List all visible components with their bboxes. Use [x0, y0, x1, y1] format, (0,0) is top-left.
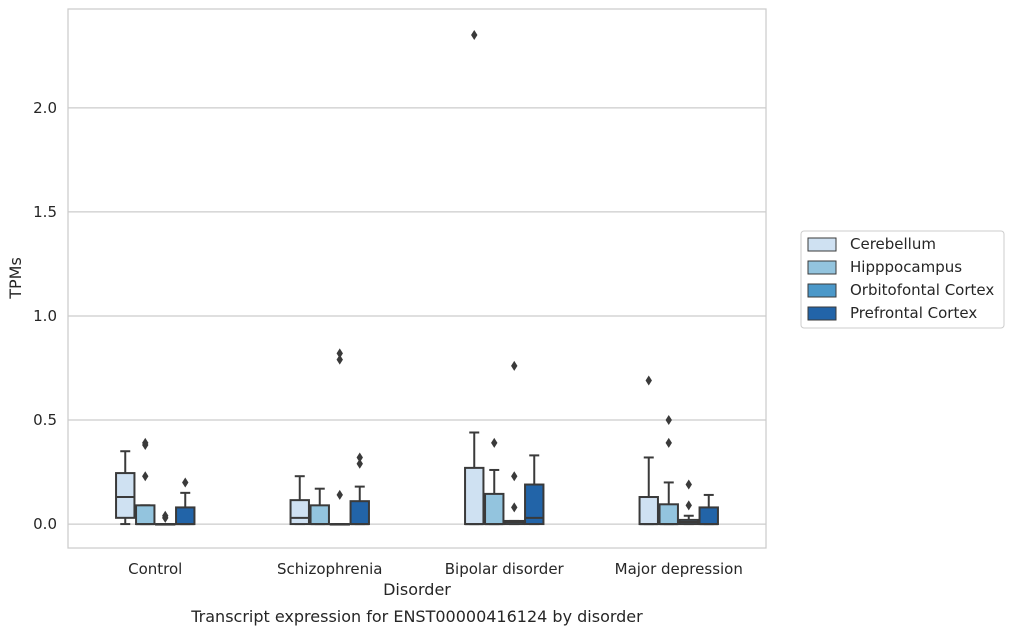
outlier-point	[645, 375, 652, 386]
legend-swatch	[807, 237, 837, 252]
outlier-point	[356, 458, 363, 469]
box	[135, 504, 156, 526]
y-tick-label: 2.0	[33, 99, 57, 117]
outlier-point	[511, 502, 518, 513]
box	[349, 500, 370, 526]
x-tick-label: Bipolar disorder	[445, 560, 565, 578]
legend-swatch	[807, 260, 837, 275]
legend-swatch	[807, 283, 837, 298]
box-group	[309, 487, 330, 526]
outlier-point	[665, 437, 672, 448]
box-group	[175, 477, 196, 526]
outlier-point	[142, 437, 149, 448]
box-group	[484, 437, 505, 526]
box	[464, 466, 485, 526]
box	[698, 506, 719, 526]
outlier-point	[142, 471, 149, 482]
outlier-point	[336, 489, 343, 500]
outlier-point	[685, 500, 692, 511]
box-group	[349, 452, 370, 526]
box	[175, 506, 196, 526]
box-group	[504, 360, 525, 526]
x-tick-label: Schizophrenia	[277, 560, 382, 578]
outlier-point	[511, 360, 518, 371]
gridlines	[68, 107, 766, 525]
outlier-point	[665, 415, 672, 426]
box-group	[289, 475, 310, 526]
legend: Cerebellum Hipppocampus Orbitofontal Corte…	[800, 230, 1005, 329]
boxes	[115, 30, 719, 526]
x-tick-label: Major depression	[615, 560, 743, 578]
y-tick-label: 0.5	[33, 411, 57, 429]
box-group	[678, 479, 699, 526]
box-group	[524, 454, 545, 526]
box-group	[638, 375, 659, 526]
y-axis-ticks: 0.0 0.5 1.0 1.5 2.0	[33, 99, 57, 533]
box	[115, 472, 136, 519]
legend-swatch	[807, 306, 837, 321]
box-group	[329, 348, 350, 526]
x-axis-ticks: Control Schizophrenia Bipolar disorder Majo…	[128, 560, 743, 578]
box-group	[155, 510, 176, 526]
legend-label: Orbitofontal Cortex	[850, 281, 994, 299]
outlier-point	[491, 437, 498, 448]
outlier-point	[685, 479, 692, 490]
legend-label: Cerebellum	[850, 235, 936, 253]
outlier-point	[511, 471, 518, 482]
outlier-point	[336, 354, 343, 365]
outlier-point	[162, 510, 169, 521]
box-group	[698, 493, 719, 526]
box	[484, 492, 505, 526]
y-tick-label: 1.5	[33, 203, 57, 221]
box-group	[135, 437, 156, 526]
box	[309, 504, 330, 526]
box	[638, 496, 659, 526]
outlier-point	[182, 477, 189, 488]
y-tick-label: 0.0	[33, 515, 57, 533]
box-group	[115, 450, 136, 526]
y-tick-label: 1.0	[33, 307, 57, 325]
legend-label: Prefrontal Cortex	[850, 304, 977, 322]
box	[524, 483, 545, 526]
legend-label: Hipppocampus	[850, 258, 962, 276]
box-group	[464, 30, 485, 526]
chart-caption: Transcript expression for ENST0000041612…	[190, 607, 643, 626]
legend-frame	[800, 230, 1005, 329]
box-group	[658, 415, 679, 526]
x-axis-label: Disorder	[383, 580, 451, 599]
outlier-point	[336, 348, 343, 359]
box	[658, 503, 679, 526]
box	[289, 499, 310, 526]
plot-frame	[67, 8, 767, 549]
y-axis-label: TPMs	[6, 257, 25, 300]
outlier-point	[356, 452, 363, 463]
x-tick-label: Control	[128, 560, 182, 578]
outlier-point	[471, 30, 478, 41]
